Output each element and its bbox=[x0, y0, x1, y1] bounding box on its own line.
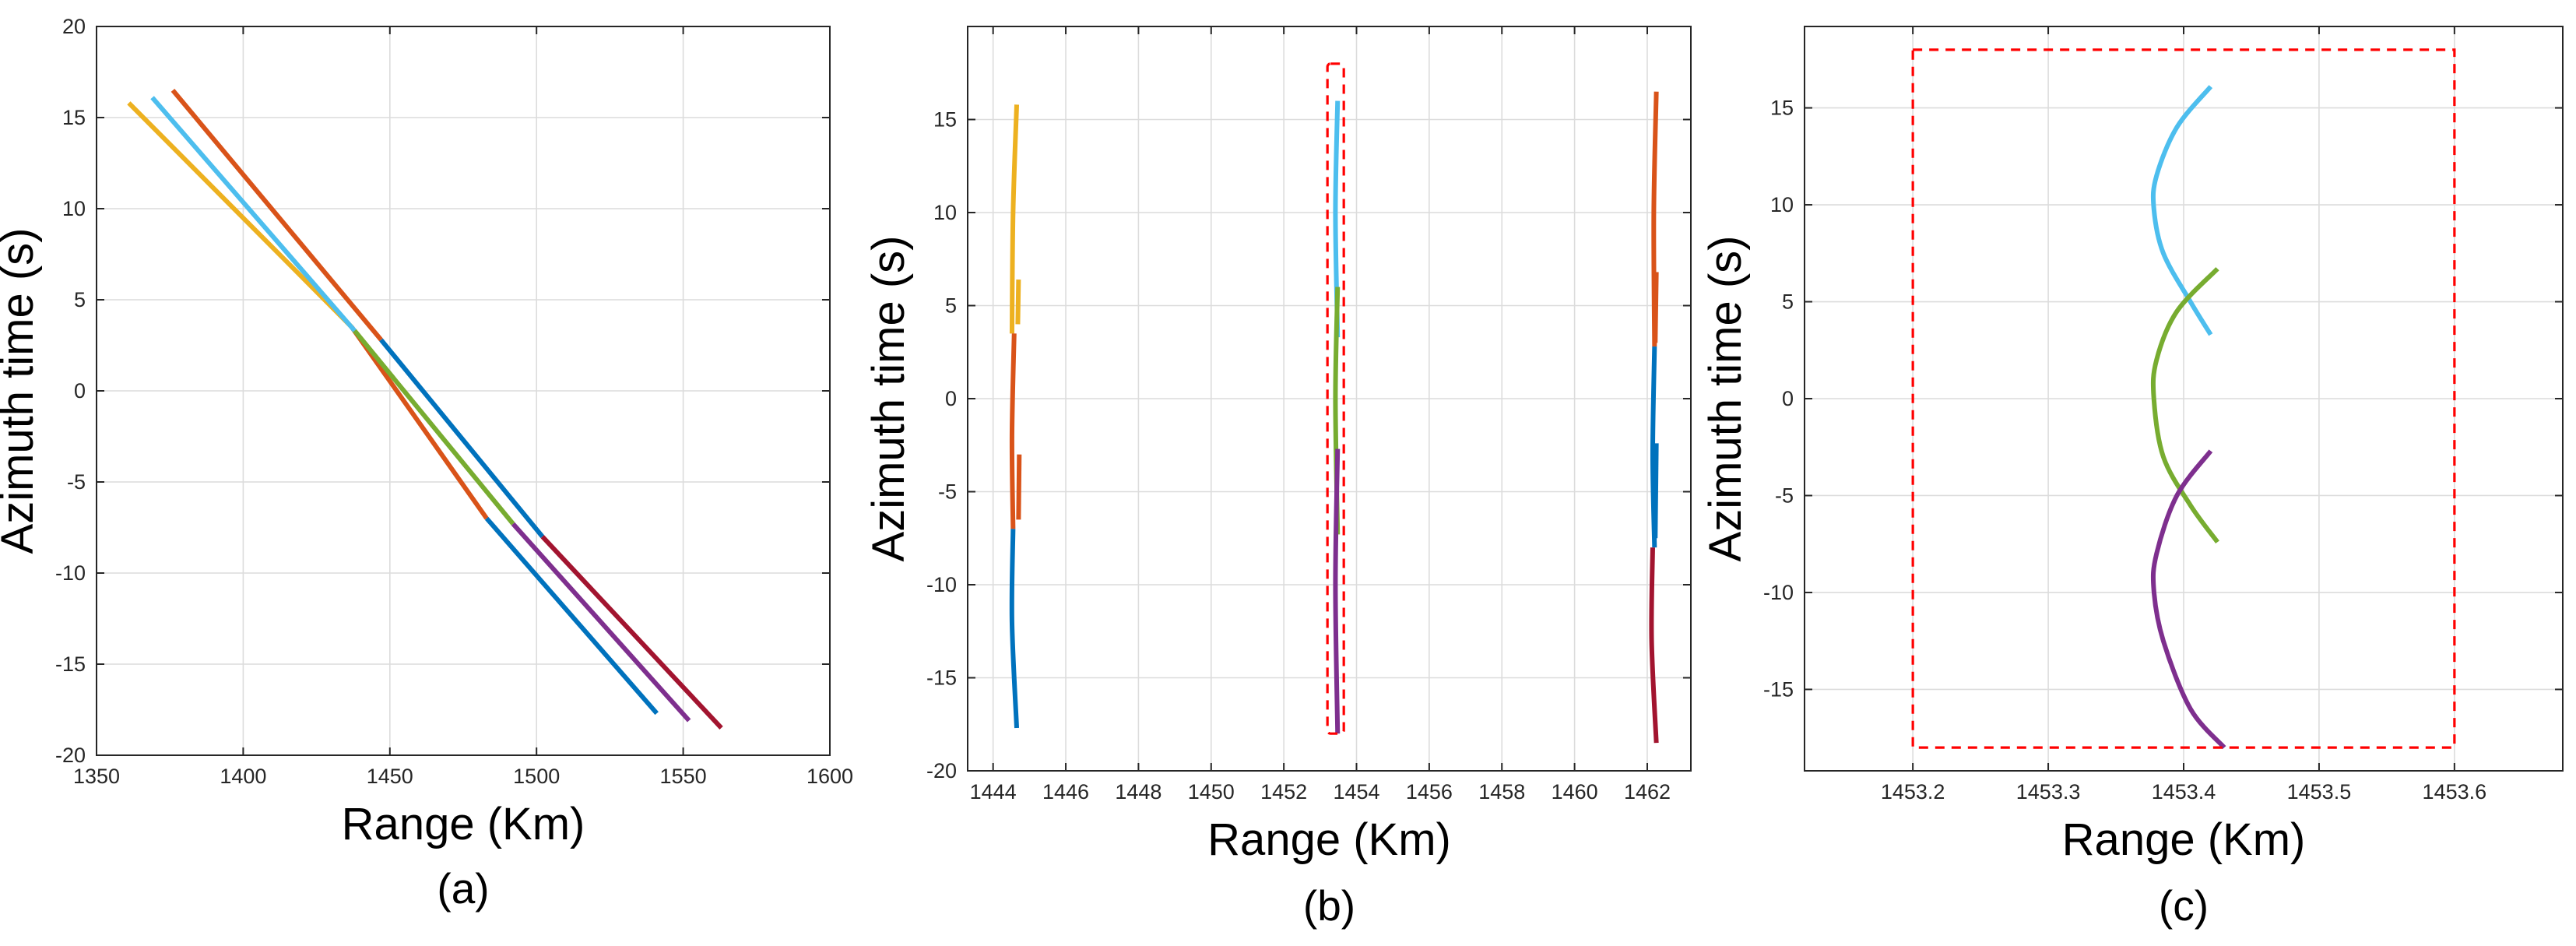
series-cyan bbox=[2150, 85, 2213, 336]
series-blue-1 bbox=[1009, 529, 1020, 729]
y-tick-label: -20 bbox=[926, 759, 957, 782]
y-tick-label: -5 bbox=[1775, 484, 1794, 507]
x-tick-label: 1453.2 bbox=[1881, 780, 1945, 804]
y-tick-label: 5 bbox=[74, 288, 86, 311]
y-tick-label: 15 bbox=[62, 106, 86, 129]
series-orange-2b bbox=[1653, 272, 1659, 343]
series-green bbox=[2150, 267, 2219, 544]
x-tick-label: 1450 bbox=[1188, 780, 1235, 804]
panel-caption: (c) bbox=[2159, 881, 2209, 930]
y-tick-label: 0 bbox=[1782, 387, 1794, 410]
y-tick-label: 5 bbox=[1782, 290, 1794, 314]
y-tick-label: -10 bbox=[926, 573, 957, 596]
x-tick-label: 1454 bbox=[1333, 780, 1379, 804]
x-tick-label: 1550 bbox=[660, 765, 707, 788]
panel-c: 1453.2 1453.3 1453.4 1453.5 1453.6 -15 -10 -5 0 5… bbox=[1700, 26, 2564, 930]
roi-dashed-box bbox=[1911, 48, 2456, 749]
x-tick-label: 1453.5 bbox=[2287, 780, 2352, 804]
x-tick-label: 1460 bbox=[1552, 780, 1598, 804]
series-blue-2b bbox=[1653, 443, 1659, 539]
y-tick-label: 20 bbox=[62, 15, 86, 38]
x-tick-label: 1450 bbox=[367, 765, 413, 788]
x-tick-label: 1453.3 bbox=[2016, 780, 2081, 804]
x-tick-label: 1444 bbox=[970, 780, 1017, 804]
series-cyan bbox=[150, 96, 357, 332]
y-tick-label: -5 bbox=[938, 480, 957, 504]
y-axis-label: Azimuth time (s) bbox=[0, 228, 43, 554]
y-tick-label: 10 bbox=[933, 201, 957, 224]
x-axis-label: Range (Km) bbox=[1207, 814, 1451, 865]
x-tick-label: 1350 bbox=[73, 765, 120, 788]
x-tick-label: 1452 bbox=[1260, 780, 1307, 804]
series-yellow bbox=[127, 101, 353, 329]
series-yellow-b bbox=[1015, 279, 1021, 325]
x-tick-label: 1400 bbox=[220, 765, 266, 788]
x-tick-label: 1600 bbox=[807, 765, 853, 788]
x-tick-label: 1456 bbox=[1406, 780, 1453, 804]
y-tick-label: -10 bbox=[1763, 581, 1794, 604]
panel-b: 1444 1446 1448 1450 1452 1454 1456 1458 1460 1462… bbox=[863, 26, 1692, 930]
panel-caption: (b) bbox=[1303, 881, 1355, 930]
y-tick-label: 0 bbox=[74, 379, 86, 403]
y-tick-label: 5 bbox=[945, 294, 957, 318]
y-tick-label: 15 bbox=[1770, 97, 1794, 120]
y-axis-label: Azimuth time (s) bbox=[863, 236, 914, 562]
series-green bbox=[353, 329, 515, 526]
panel-a: 1350 1400 1450 1500 1550 1600 -20 -15 -10 -5 0 5 10 1… bbox=[0, 15, 853, 913]
roi-dashed-box bbox=[1326, 62, 1345, 735]
y-tick-label: 10 bbox=[1770, 193, 1794, 216]
series-orange-1 bbox=[1009, 333, 1017, 529]
x-tick-label: 1458 bbox=[1478, 780, 1525, 804]
x-tick-label: 1453.4 bbox=[2152, 780, 2216, 804]
x-tick-label: 1453.6 bbox=[2423, 780, 2487, 804]
y-tick-label: 10 bbox=[62, 197, 86, 220]
series-purple bbox=[511, 522, 691, 723]
x-tick-label: 1500 bbox=[513, 765, 560, 788]
x-tick-label: 1462 bbox=[1624, 780, 1671, 804]
y-tick-label: -20 bbox=[55, 744, 86, 767]
series-blue-2 bbox=[379, 338, 545, 539]
series-orange-1 bbox=[350, 325, 489, 520]
series-orange-2 bbox=[170, 88, 383, 342]
series-purple bbox=[2150, 449, 2226, 750]
y-tick-label: -5 bbox=[67, 470, 86, 494]
x-tick-label: 1446 bbox=[1042, 780, 1089, 804]
series-blue-1 bbox=[484, 516, 659, 716]
y-tick-label: -15 bbox=[926, 666, 957, 690]
y-tick-label: 15 bbox=[933, 108, 957, 132]
y-tick-label: -10 bbox=[55, 561, 86, 585]
panel-caption: (a) bbox=[437, 864, 489, 913]
series-darkred bbox=[540, 535, 723, 730]
series-purple bbox=[1333, 448, 1341, 734]
x-tick-label: 1448 bbox=[1115, 780, 1161, 804]
x-axis-label: Range (Km) bbox=[342, 799, 585, 849]
series-darkred bbox=[1649, 547, 1659, 744]
series-yellow bbox=[1009, 104, 1020, 334]
series-orange-1b bbox=[1016, 454, 1022, 520]
y-tick-label: 0 bbox=[945, 387, 957, 410]
x-axis-label: Range (Km) bbox=[2062, 814, 2306, 865]
y-tick-label: -15 bbox=[55, 652, 86, 676]
y-axis-label: Azimuth time (s) bbox=[1700, 236, 1751, 562]
y-tick-label: -15 bbox=[1763, 677, 1794, 701]
